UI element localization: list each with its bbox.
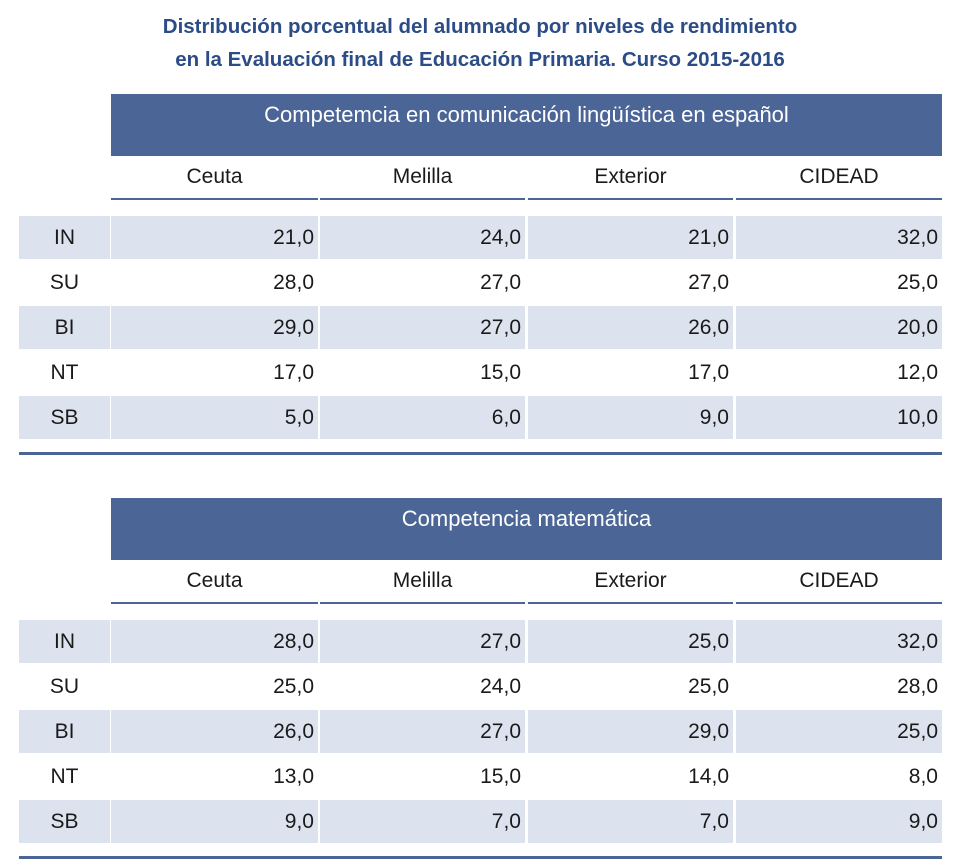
page-title: Distribución porcentual del alumnado por… bbox=[0, 10, 960, 76]
data-cell: 27,0 bbox=[688, 271, 729, 294]
column-header-rule bbox=[736, 198, 942, 200]
data-cell: 28,0 bbox=[897, 675, 938, 698]
row-label: SU bbox=[49, 675, 80, 698]
data-cell: 29,0 bbox=[528, 710, 733, 753]
table-row: NT 13,0 15,0 14,0 8,0 bbox=[0, 755, 942, 798]
data-cell: 28,0 bbox=[111, 620, 318, 663]
column-header: Exterior bbox=[594, 569, 667, 592]
row-label: BI bbox=[19, 306, 110, 349]
table-row: SU 25,0 24,0 25,0 28,0 bbox=[0, 665, 942, 708]
column-header-rule bbox=[736, 602, 942, 604]
data-cell: 27,0 bbox=[320, 710, 525, 753]
column-header: Ceuta bbox=[186, 569, 243, 592]
table-row: NT 17,0 15,0 17,0 12,0 bbox=[0, 351, 942, 394]
row-label: NT bbox=[50, 361, 79, 384]
table-title-banner: Competemcia en comunicación lingüística … bbox=[111, 94, 942, 154]
column-header-rule bbox=[528, 602, 733, 604]
title-line-1: Distribución porcentual del alumnado por… bbox=[162, 15, 798, 38]
table-1: Competemcia en comunicación lingüística … bbox=[0, 94, 960, 464]
row-label: BI bbox=[19, 710, 110, 753]
column-header-rule bbox=[320, 602, 525, 604]
data-cell: 25,0 bbox=[736, 710, 942, 753]
column-header-rule bbox=[528, 198, 733, 200]
table-row: BI 29,0 27,0 26,0 20,0 bbox=[0, 306, 942, 349]
data-cell: 24,0 bbox=[480, 675, 521, 698]
data-cell: 27,0 bbox=[320, 306, 525, 349]
column-header: CIDEAD bbox=[799, 165, 879, 188]
data-cell: 5,0 bbox=[111, 396, 318, 439]
column-header-rule bbox=[111, 198, 318, 200]
data-cell: 9,0 bbox=[528, 396, 733, 439]
row-label: IN bbox=[19, 216, 110, 259]
row-label: NT bbox=[50, 765, 79, 788]
data-cell: 32,0 bbox=[736, 216, 942, 259]
data-cell: 25,0 bbox=[273, 675, 314, 698]
row-label: SU bbox=[49, 271, 80, 294]
data-cell: 12,0 bbox=[897, 361, 938, 384]
data-cell: 8,0 bbox=[908, 765, 938, 788]
data-cell: 17,0 bbox=[688, 361, 729, 384]
banner-underline bbox=[111, 154, 942, 156]
data-cell: 7,0 bbox=[528, 800, 733, 843]
data-cell: 21,0 bbox=[111, 216, 318, 259]
data-cell: 32,0 bbox=[736, 620, 942, 663]
column-header-rule bbox=[320, 198, 525, 200]
data-cell: 7,0 bbox=[320, 800, 525, 843]
data-cell: 20,0 bbox=[736, 306, 942, 349]
table-row: BI 26,0 27,0 29,0 25,0 bbox=[0, 710, 942, 753]
table-row: SB 9,0 7,0 7,0 9,0 bbox=[0, 800, 942, 843]
data-cell: 25,0 bbox=[897, 271, 938, 294]
data-cell: 6,0 bbox=[320, 396, 525, 439]
data-cell: 25,0 bbox=[688, 675, 729, 698]
table-bottom-rule bbox=[19, 856, 942, 859]
data-cell: 27,0 bbox=[480, 271, 521, 294]
title-line-2: en la Evaluación final de Educación Prim… bbox=[175, 48, 785, 71]
data-cell: 29,0 bbox=[111, 306, 318, 349]
data-cell: 26,0 bbox=[111, 710, 318, 753]
column-header-rule bbox=[111, 602, 318, 604]
column-header: Exterior bbox=[594, 165, 667, 188]
row-label: SB bbox=[19, 800, 110, 843]
data-cell: 14,0 bbox=[688, 765, 729, 788]
banner-underline bbox=[111, 558, 942, 560]
table-row: SB 5,0 6,0 9,0 10,0 bbox=[0, 396, 942, 439]
table-row: IN 28,0 27,0 25,0 32,0 bbox=[0, 620, 942, 663]
row-label: IN bbox=[19, 620, 110, 663]
table-bottom-rule bbox=[19, 452, 942, 455]
column-header: Ceuta bbox=[186, 165, 243, 188]
table-2: Competencia matemática Ceuta Melilla Exteri… bbox=[0, 498, 960, 868]
data-cell: 13,0 bbox=[273, 765, 314, 788]
data-cell: 27,0 bbox=[320, 620, 525, 663]
column-header: Melilla bbox=[392, 569, 453, 592]
column-header: Melilla bbox=[392, 165, 453, 188]
row-label: SB bbox=[19, 396, 110, 439]
data-cell: 26,0 bbox=[528, 306, 733, 349]
column-header: CIDEAD bbox=[799, 569, 879, 592]
table-title-banner: Competencia matemática bbox=[111, 498, 942, 558]
data-cell: 15,0 bbox=[480, 765, 521, 788]
data-cell: 21,0 bbox=[528, 216, 733, 259]
data-cell: 10,0 bbox=[736, 396, 942, 439]
data-cell: 9,0 bbox=[111, 800, 318, 843]
table-row: SU 28,0 27,0 27,0 25,0 bbox=[0, 261, 942, 304]
data-cell: 25,0 bbox=[528, 620, 733, 663]
data-cell: 9,0 bbox=[736, 800, 942, 843]
data-cell: 17,0 bbox=[273, 361, 314, 384]
table-row: IN 21,0 24,0 21,0 32,0 bbox=[0, 216, 942, 259]
data-cell: 24,0 bbox=[320, 216, 525, 259]
data-cell: 28,0 bbox=[273, 271, 314, 294]
data-cell: 15,0 bbox=[480, 361, 521, 384]
